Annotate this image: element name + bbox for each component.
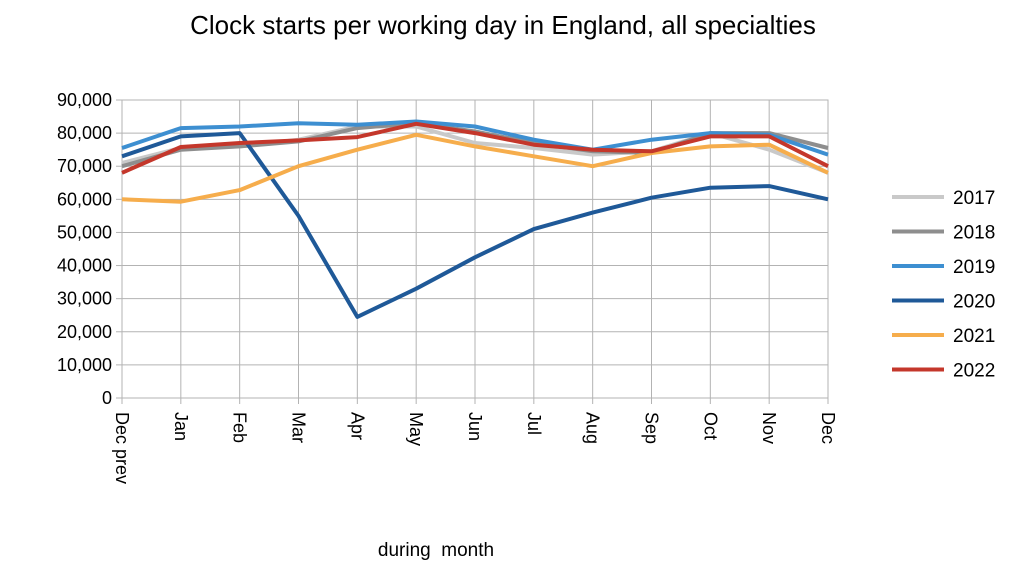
y-tick-label: 0 bbox=[102, 388, 112, 408]
x-tick-label: Dec bbox=[818, 412, 838, 444]
series-line-2019 bbox=[121, 119, 829, 157]
x-tick-label: Dec prev bbox=[112, 412, 132, 484]
legend-label-2021: 2021 bbox=[953, 326, 995, 347]
series-line-2021 bbox=[121, 132, 829, 204]
series-line-2020 bbox=[121, 131, 829, 319]
x-tick-label: Nov bbox=[759, 412, 779, 444]
x-tick-label: May bbox=[406, 412, 426, 446]
legend-label-2019: 2019 bbox=[953, 257, 995, 278]
x-tick-label: Jul bbox=[524, 412, 544, 435]
y-tick-label: 60,000 bbox=[57, 189, 112, 209]
x-axis-title: during month bbox=[378, 540, 494, 561]
x-tick-label: Sep bbox=[642, 412, 662, 444]
legend-label-2020: 2020 bbox=[953, 292, 995, 313]
legend-label-2022: 2022 bbox=[953, 361, 995, 382]
x-tick-label: Aug bbox=[583, 412, 603, 444]
x-tick-label: Mar bbox=[289, 412, 309, 443]
y-tick-label: 10,000 bbox=[57, 355, 112, 375]
series-line-2022 bbox=[121, 121, 829, 175]
y-tick-label: 20,000 bbox=[57, 322, 112, 342]
x-tick-label: Jun bbox=[465, 412, 485, 441]
x-axis-ticks: Dec prev Jan Feb Mar Apr May Jun Jul Aug Sep Oct No… bbox=[112, 412, 838, 484]
x-tick-label: Feb bbox=[230, 412, 250, 443]
y-tick-label: 50,000 bbox=[57, 222, 112, 242]
legend: 2017 2018 2019 2020 2021 2022 bbox=[892, 188, 995, 382]
x-tick-label: Oct bbox=[700, 412, 720, 440]
x-tick-label: Apr bbox=[347, 412, 367, 440]
plot-area-border bbox=[121, 99, 829, 399]
chart-title: Clock starts per working day in England,… bbox=[190, 10, 816, 40]
series-lines bbox=[121, 119, 829, 319]
axes bbox=[116, 99, 829, 399]
y-axis-ticks: 0 10,000 20,000 30,000 40,000 50,000 60,000 70,… bbox=[57, 90, 112, 408]
y-tick-label: 70,000 bbox=[57, 156, 112, 176]
y-tick-label: 90,000 bbox=[57, 90, 112, 110]
y-tick-label: 80,000 bbox=[57, 123, 112, 143]
legend-label-2018: 2018 bbox=[953, 223, 995, 244]
y-tick-label: 40,000 bbox=[57, 256, 112, 276]
legend-label-2017: 2017 bbox=[953, 188, 995, 209]
x-tick-label: Jan bbox=[171, 412, 191, 441]
y-tick-label: 30,000 bbox=[57, 289, 112, 309]
